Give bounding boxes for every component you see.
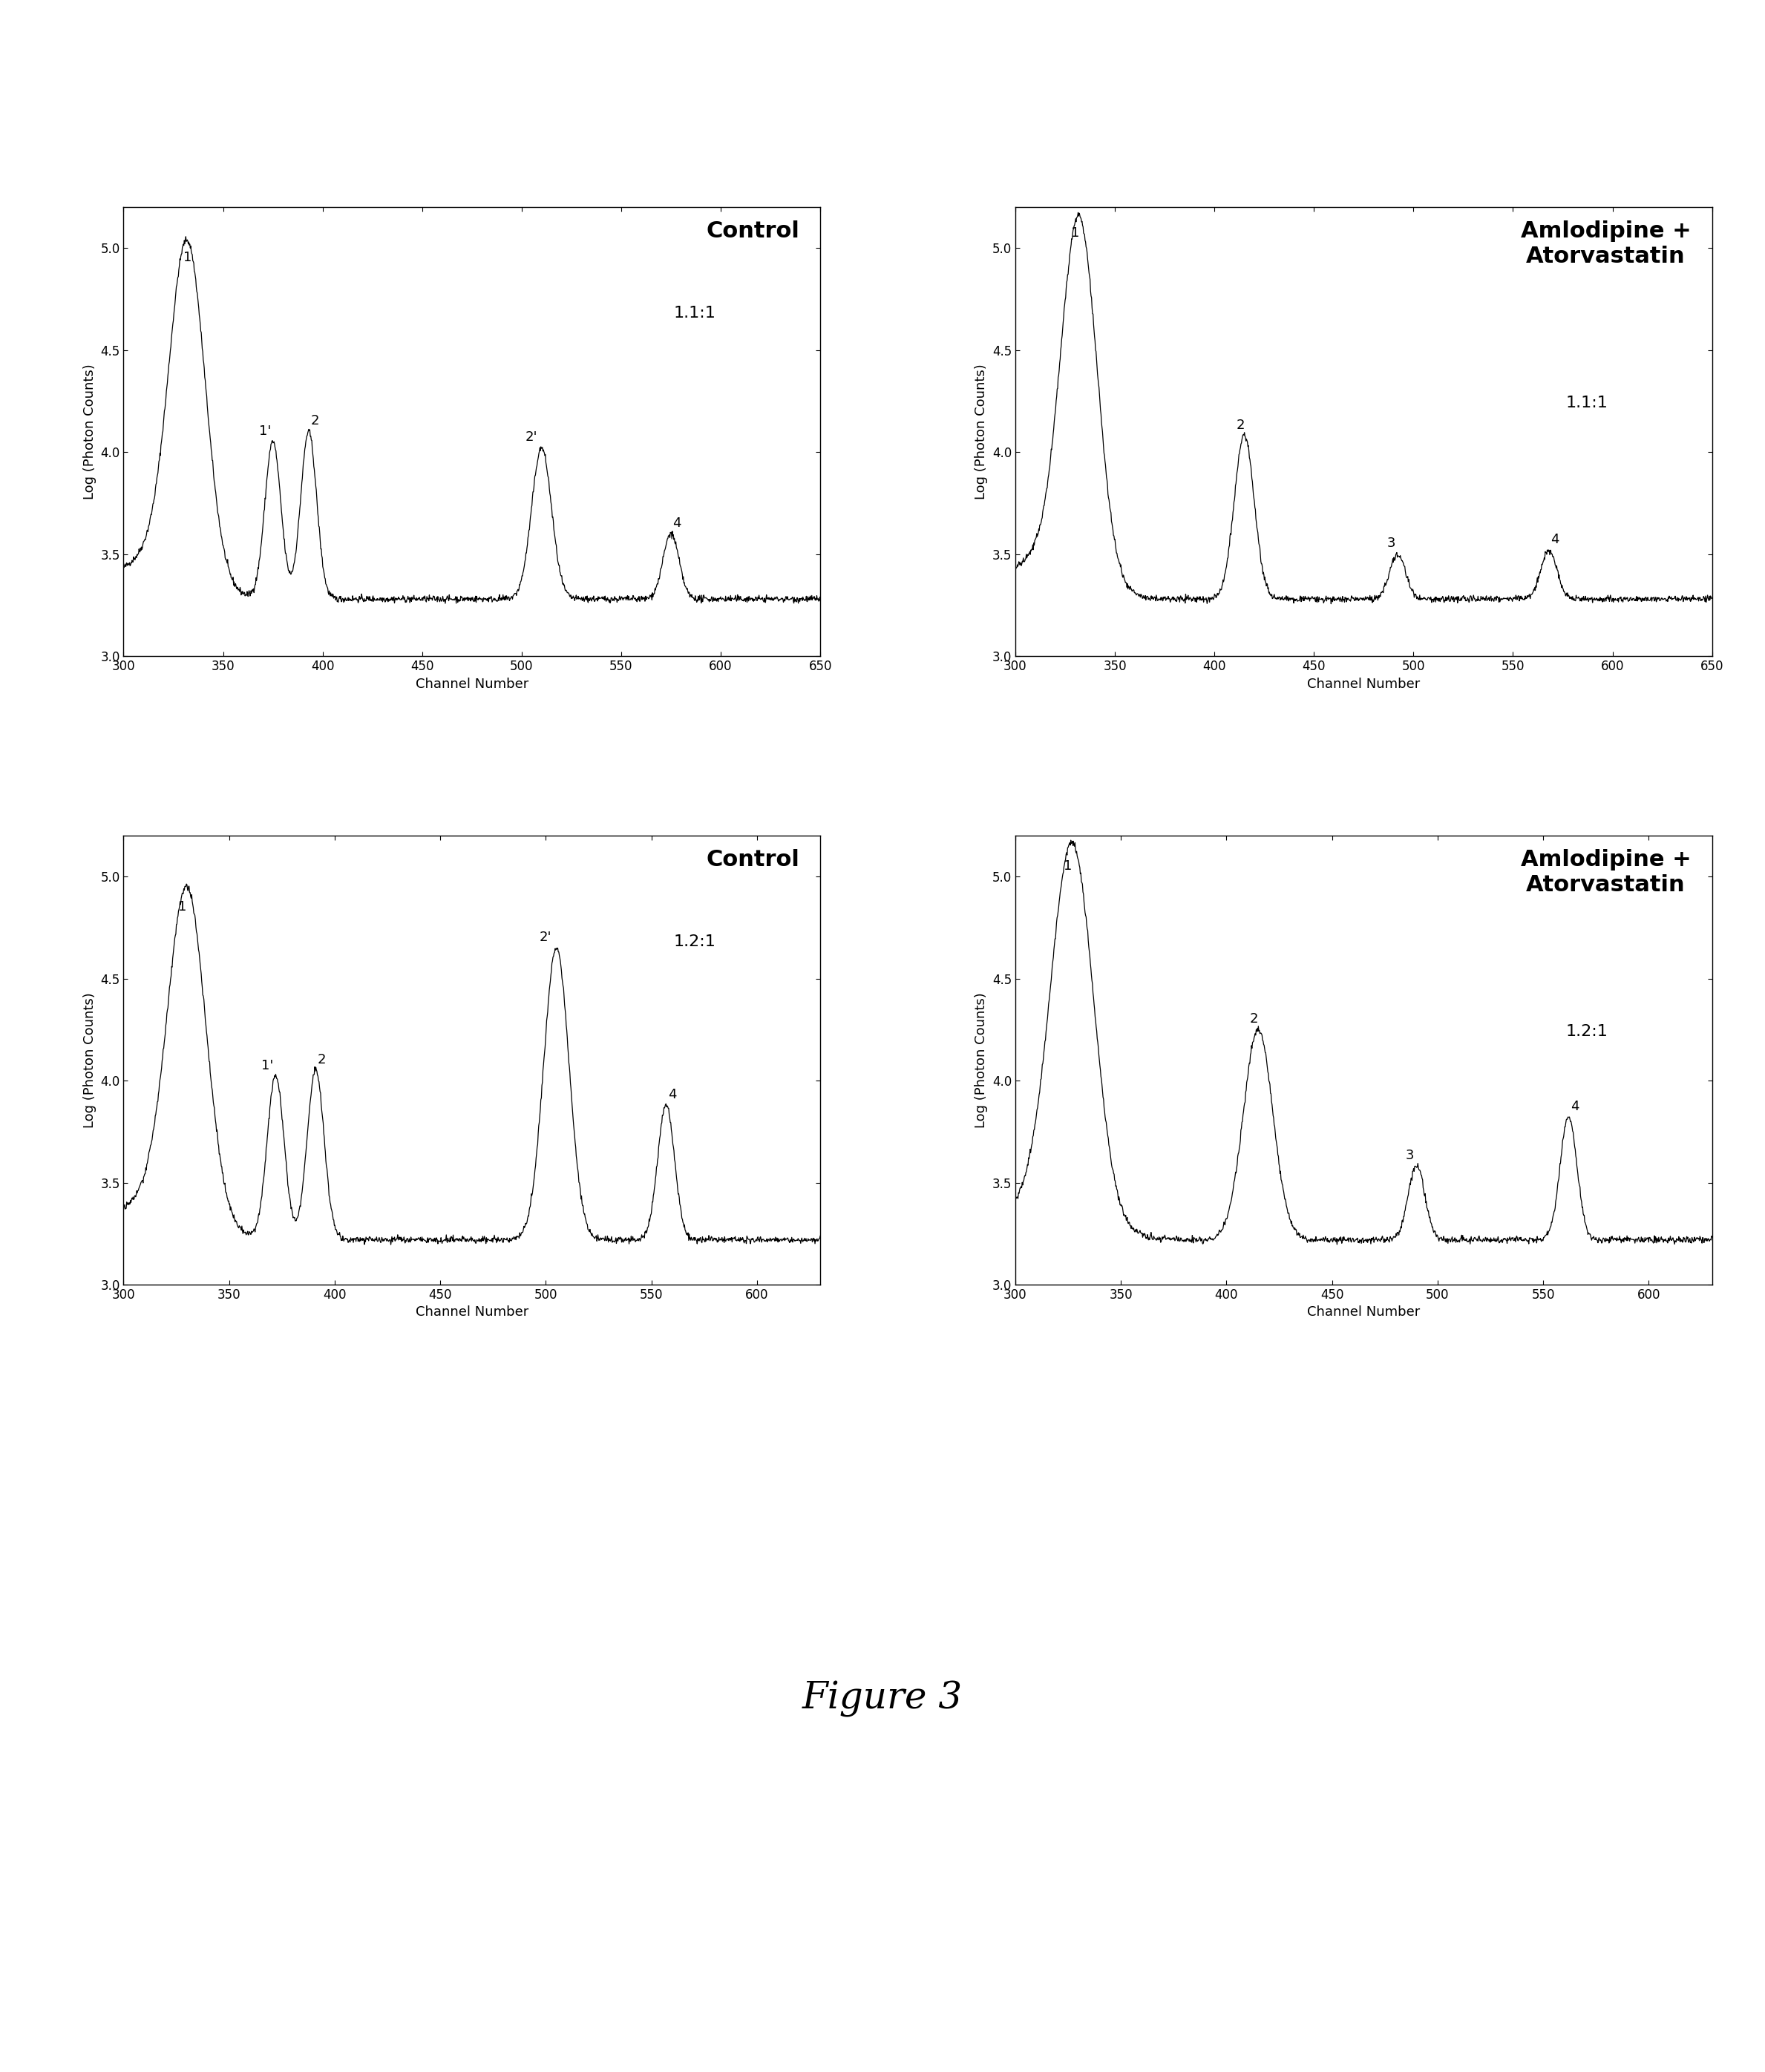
Text: 2: 2	[1250, 1011, 1258, 1026]
X-axis label: Channel Number: Channel Number	[415, 678, 528, 690]
Y-axis label: Log (Photon Counts): Log (Photon Counts)	[974, 992, 988, 1127]
Text: 1.2:1: 1.2:1	[674, 934, 717, 949]
Text: 4: 4	[1571, 1100, 1580, 1113]
X-axis label: Channel Number: Channel Number	[1308, 678, 1421, 690]
Text: 1.2:1: 1.2:1	[1566, 1024, 1608, 1038]
Text: 4: 4	[669, 1088, 676, 1100]
Text: 4: 4	[1550, 533, 1558, 545]
Text: 1: 1	[178, 899, 187, 914]
Text: 2': 2'	[526, 431, 538, 443]
Y-axis label: Log (Photon Counts): Log (Photon Counts)	[974, 365, 988, 499]
Text: 2: 2	[318, 1053, 327, 1067]
Y-axis label: Log (Photon Counts): Log (Photon Counts)	[83, 365, 97, 499]
Text: 1.1:1: 1.1:1	[674, 307, 717, 321]
X-axis label: Channel Number: Channel Number	[1308, 1305, 1421, 1320]
Text: Amlodipine +
Atorvastatin: Amlodipine + Atorvastatin	[1521, 222, 1691, 267]
Text: 2: 2	[1236, 419, 1244, 431]
Text: 2: 2	[311, 414, 319, 427]
Text: Amlodipine +
Atorvastatin: Amlodipine + Atorvastatin	[1521, 850, 1691, 895]
Text: 2': 2'	[540, 930, 552, 945]
Text: 1: 1	[1064, 860, 1073, 872]
Text: 1': 1'	[259, 425, 272, 437]
Text: Control: Control	[706, 850, 800, 870]
Text: 3: 3	[1387, 537, 1396, 549]
Text: Figure 3: Figure 3	[803, 1680, 962, 1718]
X-axis label: Channel Number: Channel Number	[415, 1305, 528, 1320]
Text: 4: 4	[672, 516, 681, 530]
Text: 1': 1'	[261, 1059, 274, 1073]
Text: 3: 3	[1407, 1148, 1414, 1162]
Text: 1.1:1: 1.1:1	[1566, 396, 1608, 410]
Text: Control: Control	[706, 222, 800, 242]
Y-axis label: Log (Photon Counts): Log (Photon Counts)	[83, 992, 97, 1127]
Text: 1: 1	[1071, 226, 1078, 240]
Text: 1: 1	[184, 251, 191, 265]
